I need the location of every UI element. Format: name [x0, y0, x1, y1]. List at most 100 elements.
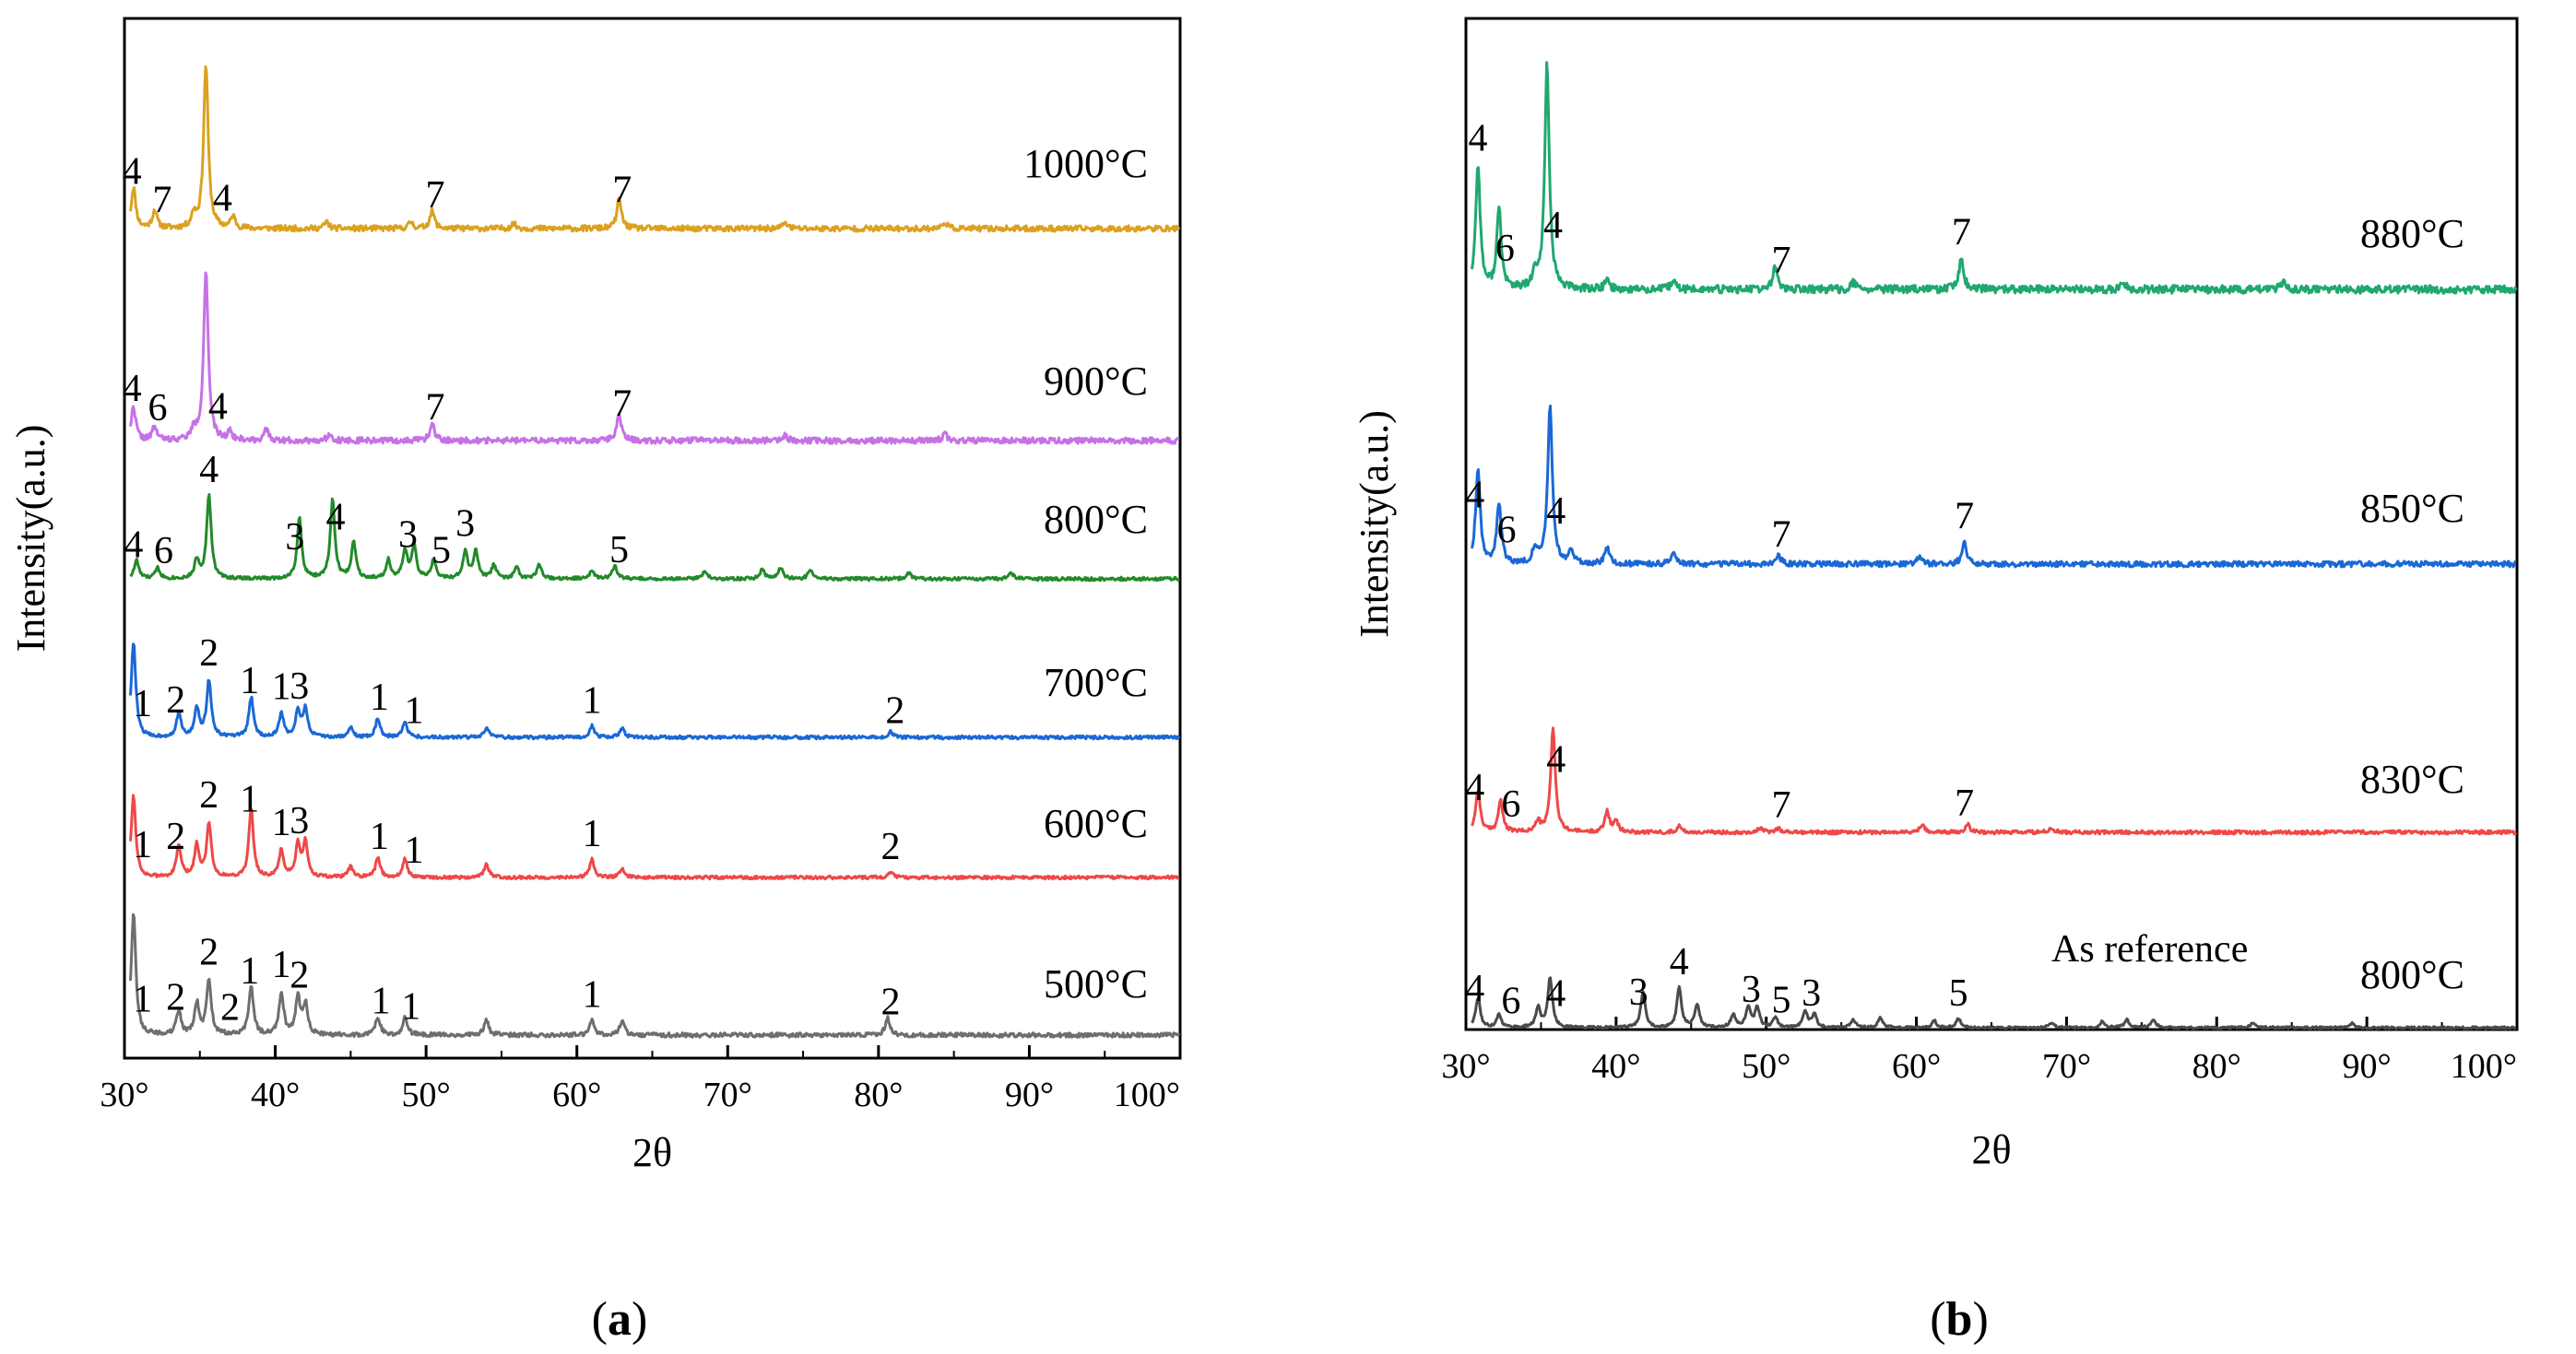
peak-index-label: 3 [290, 800, 309, 842]
peak-index-label: 3 [398, 514, 418, 557]
peak-index-label: 4 [213, 177, 232, 219]
peak-index-label: 7 [1772, 513, 1791, 556]
peak-index-label: 5 [1772, 979, 1791, 1021]
peak-index-label: 7 [1772, 784, 1791, 827]
peak-index-label: 4 [1465, 474, 1484, 516]
xrd-trace [129, 271, 1180, 445]
peak-index-label: 2 [166, 976, 185, 1018]
panel-caption: (b) [1930, 1293, 1989, 1346]
peak-index-label: 4 [1465, 767, 1484, 809]
x-tick-label: 50° [402, 1076, 451, 1114]
peak-index-label: 1 [370, 677, 389, 719]
peak-index-label: 6 [154, 530, 173, 572]
x-tick-label: 40° [1591, 1047, 1640, 1086]
peak-index-label: 1 [240, 778, 259, 820]
peak-index-label: 5 [1949, 972, 1968, 1015]
peak-index-label: 4 [1546, 490, 1566, 533]
temperature-label: 880°C [2360, 211, 2464, 256]
x-axis-label: 2θ [632, 1130, 672, 1175]
peak-index-label: 4 [1465, 968, 1484, 1010]
x-tick-label: 70° [2042, 1047, 2091, 1086]
peak-index-label: 6 [1501, 783, 1520, 826]
peak-index-label: 1 [272, 666, 291, 709]
x-tick-label: 90° [2343, 1047, 2392, 1086]
series-850°C: 850°C 46 4 7 7 [1465, 404, 2517, 569]
peak-index-label: 3 [1742, 969, 1761, 1011]
temperature-label: 600°C [1044, 801, 1148, 846]
peak-index-label: 2 [220, 986, 240, 1029]
peak-index-label: 4 [326, 496, 346, 538]
temperature-label: 830°C [2360, 757, 2464, 802]
peak-index-label: 2 [166, 679, 185, 722]
series-600°C: 600°C1 22 113 1 1 1 2 [129, 774, 1180, 881]
peak-index-label: 1 [583, 974, 602, 1017]
temperature-label: 1000°C [1023, 141, 1148, 186]
x-tick-label: 100° [2451, 1047, 2517, 1086]
xrd-trace [129, 493, 1181, 583]
peak-index-label: 7 [425, 387, 444, 430]
peak-index-label: 2 [290, 954, 309, 996]
peak-index-label: 5 [609, 529, 629, 571]
peak-index-label: 1 [370, 816, 389, 858]
x-tick-label: 60° [1892, 1047, 1941, 1086]
x-tick-label: 30° [1441, 1047, 1490, 1086]
peak-index-label: 7 [1952, 212, 1971, 254]
peak-index-label: 1 [240, 660, 259, 702]
xrd-trace [1471, 61, 2518, 295]
series-900°C: 900°C 4 6 4 7 7 [123, 271, 1180, 445]
x-tick-label: 80° [854, 1076, 903, 1114]
peak-index-label: 3 [290, 665, 309, 708]
peak-index-label: 1 [133, 824, 152, 866]
peak-index-label: 1 [133, 979, 152, 1021]
peak-index-label: 2 [880, 982, 900, 1024]
peak-index-label: 7 [612, 383, 632, 426]
xrd-trace [129, 912, 1181, 1039]
peak-index-label: 2 [199, 931, 219, 973]
temperature-label: 800°C [2360, 952, 2464, 997]
x-tick-label: 100° [1114, 1076, 1180, 1114]
peak-index-label: 6 [1496, 510, 1516, 552]
peak-index-label: 1 [401, 985, 420, 1028]
temperature-label: 850°C [2360, 486, 2464, 531]
plot-frame [123, 17, 1182, 1060]
peak-index-label: 6 [1501, 981, 1520, 1023]
peak-index-label: 2 [885, 689, 904, 732]
reference-note: As reference [2051, 928, 2248, 971]
peak-index-label: 1 [240, 950, 259, 993]
peak-index-label: 1 [405, 830, 424, 872]
x-tick-label: 80° [2192, 1047, 2241, 1086]
peak-index-label: 1 [272, 802, 291, 844]
peak-index-label: 7 [152, 180, 171, 222]
peak-index-label: 4 [124, 524, 143, 567]
peak-index-label: 2 [166, 816, 185, 858]
peak-index-label: 3 [1629, 971, 1648, 1014]
peak-index-label: 4 [1543, 205, 1563, 247]
x-tick-label: 60° [552, 1076, 601, 1114]
xrd-trace [1471, 976, 2517, 1030]
x-tick-label: 30° [100, 1076, 148, 1114]
peak-index-label: 7 [1955, 496, 1974, 538]
xrd-trace [129, 65, 1181, 233]
peak-index-label: 1 [272, 944, 291, 986]
peak-index-label: 2 [199, 632, 219, 675]
peak-index-label: 7 [1955, 783, 1974, 825]
peak-index-label: 1 [583, 680, 602, 723]
peak-index-label: 2 [199, 774, 219, 817]
series-700°C: 700°C1 221 13 1 1 1 2 [129, 632, 1181, 741]
peak-index-label: 4 [208, 385, 228, 428]
x-tick-label: 90° [1005, 1076, 1054, 1114]
y-axis-label: Intensity(a.u.) [8, 425, 53, 653]
panel-a: 30° 40° 50° 60° 70° 80° 90° 100° 2θ Intensity(a.u… [8, 17, 1182, 1346]
peak-index-label: 3 [285, 516, 304, 559]
xrd-trace [129, 642, 1181, 741]
peak-index-label: 4 [1469, 117, 1488, 159]
peak-index-label: 1 [583, 813, 602, 855]
peak-index-label: 7 [1772, 240, 1791, 282]
peak-index-label: 4 [1670, 941, 1689, 983]
temperature-label: 900°C [1044, 359, 1148, 404]
